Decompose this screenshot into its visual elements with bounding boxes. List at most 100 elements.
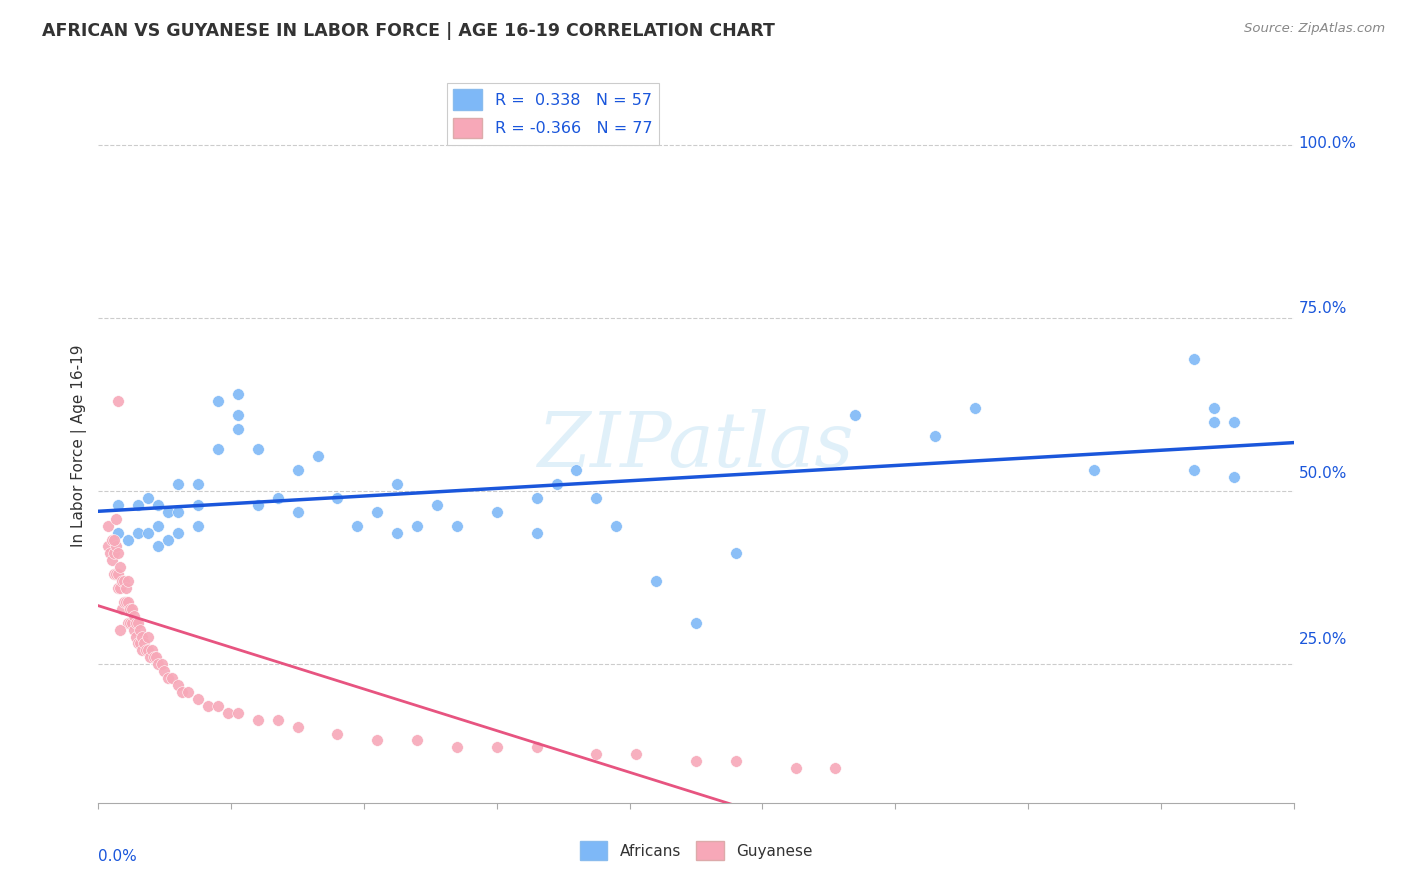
Point xyxy=(172,685,194,699)
Text: ZIPatlas: ZIPatlas xyxy=(537,409,855,483)
Point xyxy=(246,442,269,457)
Point xyxy=(1182,463,1205,477)
Point xyxy=(157,505,180,519)
Point xyxy=(346,518,368,533)
Point xyxy=(217,706,239,720)
Point xyxy=(446,518,468,533)
Point xyxy=(107,525,129,540)
Point xyxy=(167,678,190,692)
Point xyxy=(724,754,747,768)
Point xyxy=(645,574,668,588)
Point xyxy=(267,713,290,727)
Point xyxy=(526,525,548,540)
Point xyxy=(107,394,129,409)
Point xyxy=(153,664,176,678)
Point xyxy=(1202,415,1225,429)
Y-axis label: In Labor Force | Age 16-19: In Labor Force | Age 16-19 xyxy=(72,344,87,548)
Point xyxy=(131,643,153,657)
Point xyxy=(426,498,449,512)
Point xyxy=(111,574,134,588)
Point xyxy=(117,533,139,547)
Point xyxy=(120,602,142,616)
Point xyxy=(148,518,170,533)
Point xyxy=(446,740,468,755)
Point xyxy=(150,657,173,672)
Point xyxy=(107,581,129,595)
Point xyxy=(385,477,409,491)
Point xyxy=(112,574,135,588)
Point xyxy=(187,691,209,706)
Point xyxy=(160,671,183,685)
Point xyxy=(125,615,148,630)
Point xyxy=(117,615,139,630)
Point xyxy=(267,491,290,505)
Point xyxy=(366,733,388,747)
Point xyxy=(685,754,707,768)
Point xyxy=(111,602,134,616)
Point xyxy=(167,525,190,540)
Point xyxy=(187,518,209,533)
Point xyxy=(366,505,388,519)
Point xyxy=(626,747,648,762)
Point xyxy=(187,498,209,512)
Point xyxy=(1202,401,1225,415)
Point xyxy=(167,477,190,491)
Point xyxy=(844,408,866,422)
Point xyxy=(136,630,159,644)
Point xyxy=(326,491,349,505)
Point xyxy=(226,408,249,422)
Point xyxy=(112,595,135,609)
Point xyxy=(485,740,508,755)
Point xyxy=(110,560,132,574)
Point xyxy=(287,505,309,519)
Point xyxy=(117,595,139,609)
Point xyxy=(141,643,163,657)
Point xyxy=(226,422,249,436)
Point xyxy=(136,643,159,657)
Point xyxy=(287,720,309,734)
Point xyxy=(100,546,122,560)
Point xyxy=(124,608,146,623)
Point xyxy=(1182,352,1205,367)
Point xyxy=(148,540,170,554)
Point xyxy=(307,450,329,464)
Point xyxy=(107,498,129,512)
Point xyxy=(127,498,149,512)
Point xyxy=(824,761,846,775)
Point xyxy=(148,498,170,512)
Point xyxy=(145,650,167,665)
Point xyxy=(924,428,946,442)
Point xyxy=(605,518,627,533)
Point xyxy=(167,505,190,519)
Point xyxy=(115,595,138,609)
Point xyxy=(246,498,269,512)
Point xyxy=(115,581,138,595)
Point xyxy=(685,615,707,630)
Point xyxy=(97,518,120,533)
Text: 0.0%: 0.0% xyxy=(98,849,138,864)
Point xyxy=(121,602,143,616)
Point xyxy=(177,685,200,699)
Point xyxy=(129,623,152,637)
Point xyxy=(385,525,409,540)
Point xyxy=(127,525,149,540)
Point xyxy=(117,574,139,588)
Point xyxy=(226,387,249,401)
Point xyxy=(406,518,429,533)
Point xyxy=(546,477,568,491)
Point xyxy=(107,546,129,560)
Point xyxy=(187,477,209,491)
Point xyxy=(120,615,142,630)
Point xyxy=(127,636,149,650)
Point xyxy=(125,630,148,644)
Point xyxy=(785,761,807,775)
Point xyxy=(143,650,166,665)
Legend: Africans, Guyanese: Africans, Guyanese xyxy=(574,835,818,866)
Point xyxy=(565,463,588,477)
Point xyxy=(485,505,508,519)
Point xyxy=(101,553,124,567)
Point xyxy=(105,512,128,526)
Point xyxy=(110,623,132,637)
Point xyxy=(197,698,219,713)
Point xyxy=(136,525,159,540)
